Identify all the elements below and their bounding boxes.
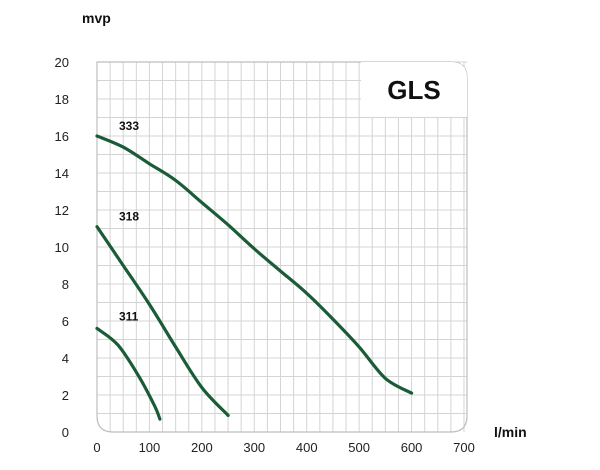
y-tick-label: 0 <box>62 425 69 440</box>
x-axis-tick-labels: 0 100 200 300 400 500 600 700 <box>93 440 474 455</box>
series-label-333: 333 <box>119 119 139 133</box>
model-label-background <box>361 62 467 117</box>
y-tick-label: 10 <box>55 240 69 255</box>
y-tick-label: 4 <box>62 351 69 366</box>
x-tick-label: 0 <box>93 440 100 455</box>
y-axis-title: mvp <box>82 10 111 26</box>
y-axis-tick-labels: 0 2 4 6 8 10 12 14 16 18 20 <box>55 55 69 440</box>
series-labels: 333 318 311 <box>119 119 139 323</box>
model-label-box: GLS <box>361 62 467 117</box>
x-tick-label: 600 <box>401 440 423 455</box>
grid <box>97 61 467 432</box>
series-line-333 <box>95 134 414 395</box>
model-label: GLS <box>387 75 440 105</box>
y-tick-label: 20 <box>55 55 69 70</box>
x-tick-label: 100 <box>139 440 161 455</box>
x-tick-label: 200 <box>191 440 213 455</box>
x-tick-label: 400 <box>296 440 318 455</box>
y-tick-label: 8 <box>62 277 69 292</box>
series-line-311 <box>95 326 162 421</box>
y-tick-label: 6 <box>62 314 69 329</box>
series-lines <box>95 134 414 421</box>
x-tick-label: 300 <box>243 440 265 455</box>
y-tick-label: 12 <box>55 203 69 218</box>
y-tick-label: 16 <box>55 129 69 144</box>
x-tick-label: 500 <box>348 440 370 455</box>
y-tick-label: 14 <box>55 166 69 181</box>
series-label-318: 318 <box>119 210 139 224</box>
x-axis-title: l/min <box>494 424 527 440</box>
y-tick-label: 18 <box>55 92 69 107</box>
y-tick-label: 2 <box>62 388 69 403</box>
series-line-318 <box>95 225 230 417</box>
series-label-311: 311 <box>119 309 139 323</box>
x-tick-label: 700 <box>453 440 475 455</box>
